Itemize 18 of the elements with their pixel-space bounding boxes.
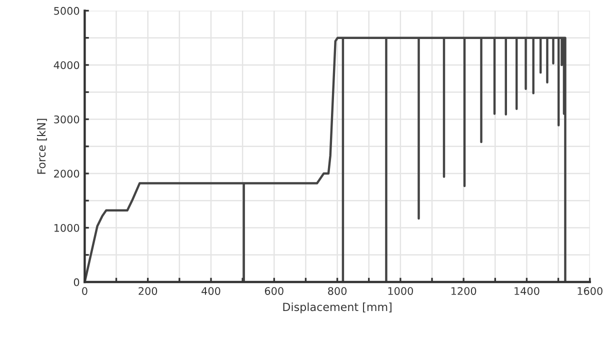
y-tick-label: 5000 bbox=[54, 6, 80, 15]
x-tick-label: 600 bbox=[264, 287, 284, 295]
x-tick-label: 1200 bbox=[451, 287, 476, 295]
x-tick-label: 800 bbox=[328, 287, 347, 295]
y-tick-label: 0 bbox=[74, 278, 80, 286]
x-tick-label: 200 bbox=[138, 287, 158, 295]
x-tick-label: 400 bbox=[202, 287, 220, 295]
x-tick-label: 1000 bbox=[388, 287, 413, 295]
y-tick-label: 4000 bbox=[54, 61, 80, 70]
y-tick-label: 1000 bbox=[54, 224, 80, 232]
y-tick-label: 3000 bbox=[54, 115, 80, 124]
line-series bbox=[84, 36, 566, 282]
x-axis-title: Displacement [mm] bbox=[283, 302, 392, 314]
y-axis-title: Force [kN] bbox=[37, 118, 47, 174]
y-tick-label: 2000 bbox=[54, 170, 80, 178]
x-tick-label: 0 bbox=[82, 287, 88, 295]
x-tick-label: 1600 bbox=[578, 287, 602, 295]
x-tick-label: 1400 bbox=[514, 287, 540, 295]
